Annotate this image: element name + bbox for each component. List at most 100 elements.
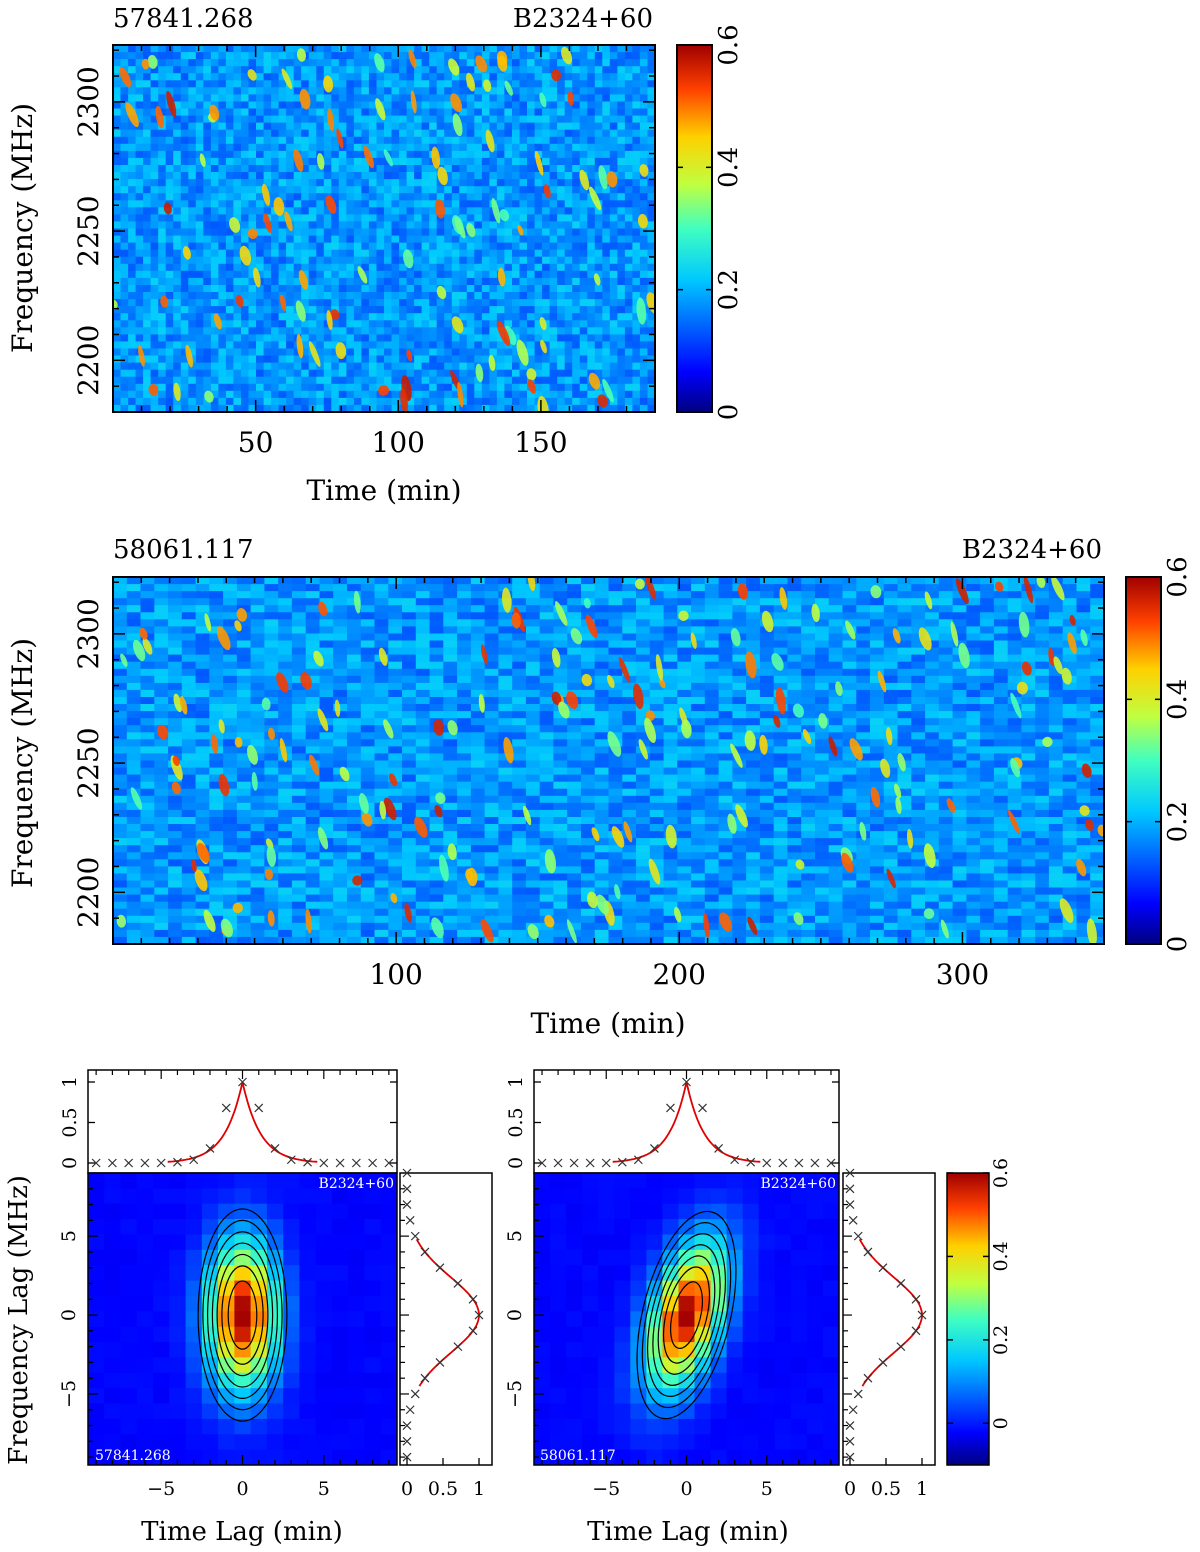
heat-cell: [376, 136, 385, 145]
heat-cell: [602, 313, 611, 321]
heat-cell: [113, 795, 128, 804]
heat-cell: [233, 193, 242, 201]
heat-cell: [188, 136, 197, 145]
heat-cell: [594, 193, 603, 201]
heat-cell: [331, 277, 340, 286]
heat-cell: [331, 214, 340, 223]
heat-cell: [218, 334, 227, 343]
heat-cell: [264, 577, 279, 585]
heat-cell: [609, 59, 618, 67]
heat-cell: [602, 306, 611, 314]
heat-cell: [305, 612, 321, 620]
heat-cell: [429, 129, 438, 138]
heat-cell: [406, 59, 415, 67]
heat-cell: [256, 313, 265, 321]
heat-cell: [579, 362, 588, 371]
heat-cell: [113, 362, 122, 371]
heat-cell: [316, 172, 325, 180]
heat-cell: [406, 193, 415, 201]
heat-cell: [168, 929, 183, 938]
heat-cell: [291, 584, 307, 592]
heat-cell: [120, 193, 129, 201]
heat-cell: [248, 115, 257, 124]
heat-cell: [250, 873, 265, 882]
heat-cell: [188, 214, 197, 223]
heat-cell: [233, 369, 242, 378]
heat-cell: [632, 59, 641, 67]
heat-cell: [557, 87, 566, 95]
heat-cell: [609, 376, 618, 385]
heat-cell: [278, 179, 287, 187]
heat-cell: [360, 711, 376, 719]
heat-cell: [210, 221, 219, 230]
heat-cell: [241, 292, 250, 300]
heat-cell: [225, 292, 234, 300]
heat-cell: [347, 929, 362, 938]
heat-cell: [291, 817, 307, 825]
heat-cell: [376, 94, 385, 103]
heat-cell: [399, 299, 408, 307]
heat-cell: [594, 404, 603, 412]
heat-cell: [154, 824, 169, 832]
heat-cell: [150, 341, 159, 350]
heat-cell: [126, 802, 142, 811]
heat-cell: [353, 115, 362, 124]
heat-cell: [632, 66, 641, 74]
heat-cell: [489, 214, 498, 223]
heat-cell: [632, 341, 641, 350]
heat-cell: [534, 277, 543, 286]
heat-cell: [333, 675, 348, 684]
heat-cell: [188, 52, 197, 60]
heat-cell: [140, 831, 155, 839]
heat-cell: [195, 668, 210, 677]
heat-cell: [135, 221, 144, 230]
heat-cell: [271, 348, 280, 357]
heat-cell: [233, 263, 242, 272]
heat-cell: [271, 115, 280, 124]
heat-cell: [180, 66, 189, 74]
heat-cell: [195, 348, 204, 357]
heat-cell: [150, 129, 159, 138]
heat-cell: [126, 831, 142, 839]
heat-cell: [305, 647, 321, 656]
heat-cell: [632, 348, 641, 357]
heat-cell: [271, 299, 280, 307]
heat-cell: [181, 774, 197, 783]
heat-cell: [632, 306, 641, 314]
heat-cell: [451, 397, 460, 406]
heat-cell: [572, 306, 581, 314]
heat-cell: [406, 87, 415, 95]
heat-cell: [451, 200, 460, 208]
heat-cell: [617, 313, 626, 321]
heat-cell: [429, 66, 438, 74]
heat-cell: [376, 341, 385, 350]
scintle: [454, 216, 466, 239]
heat-cell: [218, 52, 227, 60]
heat-cell: [263, 348, 272, 357]
heat-cell: [223, 873, 238, 882]
heat-cell: [459, 122, 468, 131]
heat-cell: [225, 404, 234, 412]
heat-cell: [180, 299, 189, 307]
heat-cell: [120, 292, 129, 300]
heat-cell: [347, 781, 362, 790]
heat-cell: [602, 277, 611, 286]
heat-cell: [195, 929, 210, 938]
heat-cell: [168, 915, 183, 924]
heat-cell: [323, 242, 332, 251]
heat-cell: [534, 207, 543, 215]
heat-cell: [466, 108, 475, 117]
heat-cell: [143, 73, 152, 81]
heat-cell: [534, 256, 543, 265]
heat-cell: [587, 249, 596, 258]
heat-cell: [474, 87, 483, 95]
heat-cell: [113, 369, 122, 378]
heat-cell: [203, 355, 212, 364]
heat-cell: [519, 59, 528, 67]
heat-cell: [120, 214, 129, 223]
heat-cell: [333, 647, 348, 656]
heat-cell: [181, 654, 197, 663]
heat-cell: [624, 362, 633, 371]
heat-cell: [195, 397, 204, 406]
heat-cell: [624, 108, 633, 117]
